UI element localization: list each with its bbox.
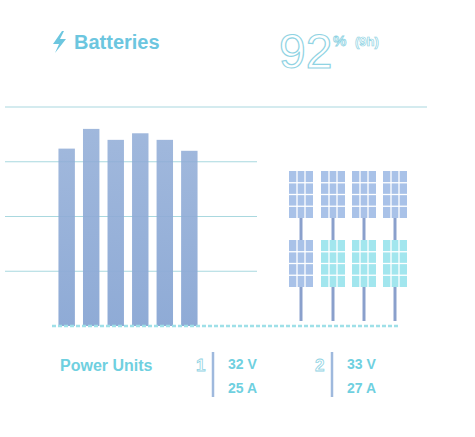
panel-line [321, 251, 345, 252]
panel-line [289, 275, 313, 276]
bars [58, 129, 197, 326]
panel-line [289, 251, 313, 252]
panel-body [352, 171, 376, 218]
current: 25 A [228, 380, 257, 396]
grid-line [5, 271, 257, 272]
panel-line [352, 194, 376, 195]
solar-panel [289, 240, 313, 287]
bar [157, 140, 173, 326]
panel-line [352, 206, 376, 207]
grid-line [5, 161, 257, 162]
panel-body [383, 240, 407, 287]
pole [300, 287, 303, 321]
panel-line [352, 182, 376, 183]
pole [332, 218, 335, 240]
solar-panel [321, 171, 345, 218]
charge-unit: % [333, 32, 346, 49]
bar [108, 140, 124, 326]
current: 27 A [347, 380, 376, 396]
title: Batteries [74, 31, 160, 53]
panel-line [289, 263, 313, 264]
panel-line [289, 206, 313, 207]
panel-line [321, 206, 345, 207]
panel-line [383, 263, 407, 264]
baseline [52, 325, 400, 328]
panel-body [289, 171, 313, 218]
panel-line [352, 263, 376, 264]
bar [58, 149, 74, 326]
grid-line [5, 106, 427, 107]
pole [363, 287, 366, 321]
duration: (9h) [355, 34, 379, 49]
bar [132, 133, 148, 326]
panel-line [289, 182, 313, 183]
solar-panel [383, 171, 407, 218]
panel-line [352, 275, 376, 276]
panel-body [321, 171, 345, 218]
power-units-title: Power Units [60, 357, 153, 374]
solar-panel [352, 240, 376, 287]
solar-panel [289, 171, 313, 218]
panel-line [383, 194, 407, 195]
panel-line [289, 194, 313, 195]
unit-label: 1 [196, 356, 205, 375]
panel-line [321, 194, 345, 195]
panel-line [321, 263, 345, 264]
dashboard: Batteries 92% (9h) Power Units 1 32 V 25 A 2 33 … [0, 0, 475, 437]
panel-line [352, 251, 376, 252]
unit-divider [212, 352, 215, 397]
pole [363, 218, 366, 240]
unit-label: 2 [315, 356, 324, 375]
solar-panel [321, 240, 345, 287]
voltage: 33 V [347, 356, 376, 372]
solar-panel [352, 171, 376, 218]
panel-body [352, 240, 376, 287]
grid-line [5, 216, 257, 217]
panel-line [383, 206, 407, 207]
panel-line [383, 182, 407, 183]
solar-panels [289, 171, 407, 321]
panel-line [321, 182, 345, 183]
bar [83, 129, 99, 326]
panel-line [383, 275, 407, 276]
panel-body [321, 240, 345, 287]
bar [181, 151, 197, 326]
lightning-icon [53, 31, 66, 53]
solar-panel [383, 240, 407, 287]
pole [394, 287, 397, 321]
panel-line [383, 251, 407, 252]
pole [332, 287, 335, 321]
pole [394, 218, 397, 240]
panel-line [321, 275, 345, 276]
unit-divider [331, 352, 334, 397]
panel-body [289, 240, 313, 287]
voltage: 32 V [228, 356, 257, 372]
pole [300, 218, 303, 240]
charge: 92 [279, 25, 332, 78]
panel-body [383, 171, 407, 218]
